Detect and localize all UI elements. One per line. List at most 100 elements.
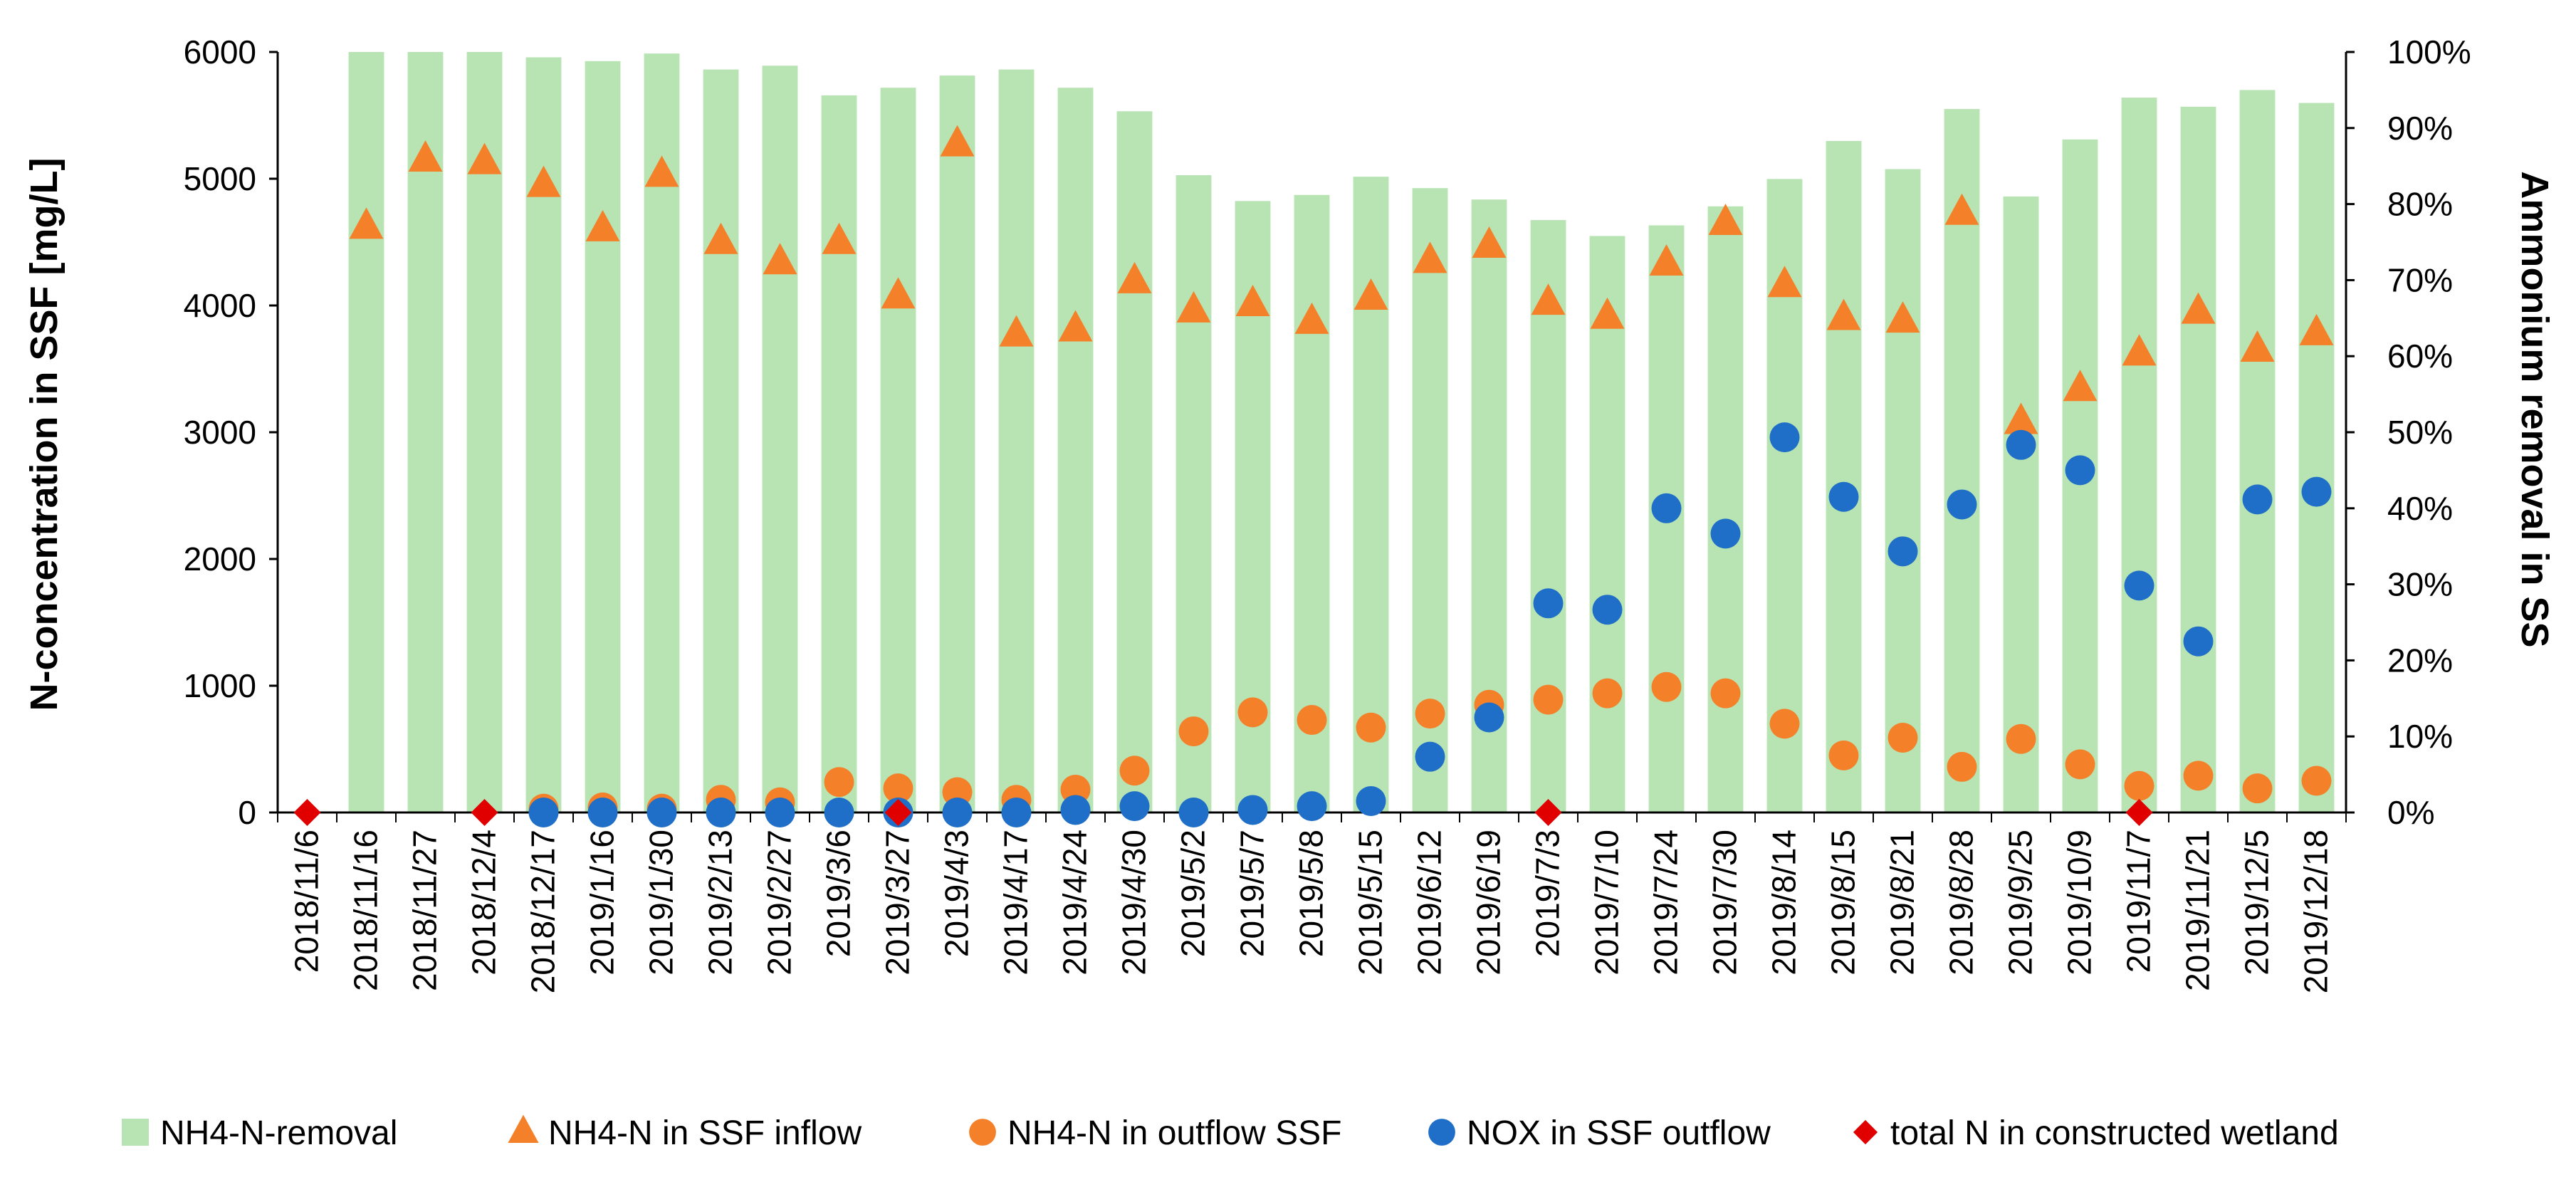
y-tick-label: 6000 xyxy=(184,33,256,70)
y2-axis-title: Ammonium removal in SS xyxy=(2513,171,2556,647)
nh4-n-removal-bar-5 xyxy=(585,61,621,812)
nh4-n-removal-bar-34 xyxy=(2298,103,2335,812)
nh4-n-in-ssf-inflow-point-9 xyxy=(822,222,857,254)
nh4-n-removal-bar-32 xyxy=(2180,106,2216,812)
nox-in-ssf-outflow-point-14 xyxy=(1119,791,1150,822)
nh4-n-removal-legend-key xyxy=(122,1119,149,1146)
nh4-n-in-ssf-inflow-point-23 xyxy=(1649,244,1684,276)
nox-in-ssf-outflow-point-32 xyxy=(2183,626,2214,657)
x-tick-label: 2019/6/19 xyxy=(1470,830,1507,976)
nox-in-ssf-outflow-point-23 xyxy=(1651,493,1682,523)
x-tick-label: 2018/11/27 xyxy=(407,830,444,991)
nox-in-ssf-outflow-point-30 xyxy=(2065,455,2095,486)
nh4-n-in-ssf-inflow-point-33 xyxy=(2240,330,2275,362)
nh4-n-removal-bar-2 xyxy=(407,52,444,812)
nox-in-ssf-outflow-point-6 xyxy=(646,798,677,827)
nh4-n-in-ssf-inflow-legend-key xyxy=(508,1114,539,1144)
nh4-n-in-outflow-ssf-point-23 xyxy=(1651,671,1682,702)
nox-in-ssf-outflow-point-25 xyxy=(1769,422,1800,453)
nh4-n-in-outflow-ssf-point-21 xyxy=(1533,684,1564,715)
marker-series-group xyxy=(293,125,2334,827)
nox-in-ssf-outflow-point-29 xyxy=(2006,429,2036,460)
nh4-n-removal-bar-28 xyxy=(1944,109,1980,813)
x-tick-label: 2019/1/16 xyxy=(584,830,621,976)
y2-tick-label: 0% xyxy=(2387,794,2434,831)
y2-tick-labels: 0% 10% 20% 30% 40% 50% 60% 70% 80% 90% 100% xyxy=(2387,33,2471,831)
nox-in-ssf-outflow-legend-label: NOX in SSF outflow xyxy=(1467,1114,1771,1152)
nh4-n-in-ssf-inflow-point-12 xyxy=(999,315,1034,347)
x-tick-label: 2019/12/18 xyxy=(2298,830,2335,993)
x-tick-label: 2019/6/12 xyxy=(1411,830,1448,976)
x-tick-label: 2019/7/24 xyxy=(1648,830,1685,976)
nox-in-ssf-outflow-point-15 xyxy=(1178,798,1209,827)
y2-tick-label: 80% xyxy=(2387,186,2453,223)
nh4-n-removal-bar-24 xyxy=(1707,206,1744,813)
total-n-in-constructed-wetland-point-0 xyxy=(293,799,321,826)
x-tick-label: 2019/2/13 xyxy=(702,830,739,976)
nh4-n-removal-bar-7 xyxy=(703,69,739,813)
nox-in-ssf-outflow-point-18 xyxy=(1356,785,1386,816)
nh4-n-removal-bar-13 xyxy=(1057,88,1094,813)
total-n-in-constructed-wetland-legend-label: total N in constructed wetland xyxy=(1890,1114,2339,1152)
nh4-n-in-ssf-inflow-point-27 xyxy=(1885,301,1920,333)
nh4-n-in-ssf-inflow-point-13 xyxy=(1058,310,1093,342)
y2-tick-label: 100% xyxy=(2387,33,2471,70)
y-tick-labels: 0 1000 2000 3000 4000 5000 6000 xyxy=(184,33,256,831)
nh4-n-in-ssf-inflow-point-29 xyxy=(2004,402,2038,434)
nh4-n-in-outflow-ssf-legend-label: NH4-N in outflow SSF xyxy=(1007,1114,1341,1152)
nh4-n-in-outflow-ssf-point-27 xyxy=(1888,722,1918,753)
y2-tick-label: 60% xyxy=(2387,338,2453,375)
y-axis-title: N-concentration in SSF [mg/L] xyxy=(23,158,66,711)
x-tick-labels: 2018/11/6 2018/11/16 2018/11/27 2018/12/4 20… xyxy=(288,830,2335,993)
nh4-n-in-outflow-ssf-point-14 xyxy=(1119,756,1150,786)
x-tick-label: 2019/8/15 xyxy=(1825,830,1862,976)
nh4-n-in-ssf-inflow-point-16 xyxy=(1235,284,1270,316)
nh4-n-in-ssf-inflow-point-6 xyxy=(644,155,679,187)
nh4-n-removal-bar-10 xyxy=(880,88,916,813)
nh4-n-in-outflow-ssf-point-26 xyxy=(1828,740,1859,770)
legend: NH4-N-removal NH4-N in SSF inflow NH4-N in… xyxy=(122,1114,2339,1152)
nox-in-ssf-outflow-point-31 xyxy=(2124,570,2154,601)
y-tick-label: 5000 xyxy=(184,160,256,197)
y-tick-label: 4000 xyxy=(184,287,256,324)
x-tick-label: 2019/11/21 xyxy=(2179,830,2216,991)
nox-in-ssf-outflow-point-33 xyxy=(2242,484,2273,515)
nh4-n-in-outflow-ssf-point-34 xyxy=(2301,765,2332,796)
nh4-n-in-ssf-inflow-point-11 xyxy=(940,125,975,157)
y2-tick-label: 10% xyxy=(2387,718,2453,755)
x-tick-label: 2019/5/15 xyxy=(1352,830,1389,976)
nh4-n-in-ssf-inflow-point-24 xyxy=(1708,204,1743,236)
nox-in-ssf-outflow-point-7 xyxy=(706,798,736,827)
nh4-n-in-ssf-inflow-point-2 xyxy=(408,140,443,172)
nh4-n-in-ssf-inflow-point-25 xyxy=(1767,266,1802,298)
y2-tick-label: 30% xyxy=(2387,566,2453,603)
x-tick-label: 2019/11/7 xyxy=(2120,830,2157,973)
x-tick-label: 2019/3/6 xyxy=(820,830,857,957)
x-tick-label: 2019/8/14 xyxy=(1766,830,1803,976)
x-tick-label: 2019/4/24 xyxy=(1057,830,1094,976)
total-n-in-constructed-wetland-legend-key xyxy=(1853,1119,1878,1145)
nh4-n-in-outflow-ssf-legend-key xyxy=(969,1119,996,1146)
x-tick-label: 2018/12/4 xyxy=(466,830,503,976)
nh4-n-in-outflow-ssf-point-28 xyxy=(1947,751,1977,782)
nh4-n-removal-bar-31 xyxy=(2121,98,2157,812)
nox-in-ssf-outflow-legend-key xyxy=(1428,1119,1455,1146)
y2-tick-label: 40% xyxy=(2387,490,2453,527)
nox-in-ssf-outflow-point-21 xyxy=(1533,588,1564,619)
nh4-n-in-outflow-ssf-point-10 xyxy=(883,773,913,804)
nh4-n-in-outflow-ssf-point-15 xyxy=(1178,716,1209,747)
nh4-n-removal-bar-33 xyxy=(2239,90,2276,812)
nh4-n-removal-bar-15 xyxy=(1176,175,1212,813)
x-tick-label: 2018/11/6 xyxy=(288,830,325,973)
nox-in-ssf-outflow-point-24 xyxy=(1710,518,1741,549)
nox-in-ssf-outflow-point-4 xyxy=(528,798,559,827)
y2-tick-label: 20% xyxy=(2387,642,2453,679)
nh4-n-removal-bar-8 xyxy=(762,66,798,812)
nh4-n-in-outflow-ssf-point-17 xyxy=(1297,705,1327,736)
nh4-n-in-ssf-inflow-point-28 xyxy=(1944,193,1979,225)
x-tick-label: 2018/12/17 xyxy=(525,830,562,993)
nh4-n-in-ssf-inflow-point-22 xyxy=(1590,297,1625,329)
x-tick-label: 2019/10/9 xyxy=(2061,830,2098,976)
